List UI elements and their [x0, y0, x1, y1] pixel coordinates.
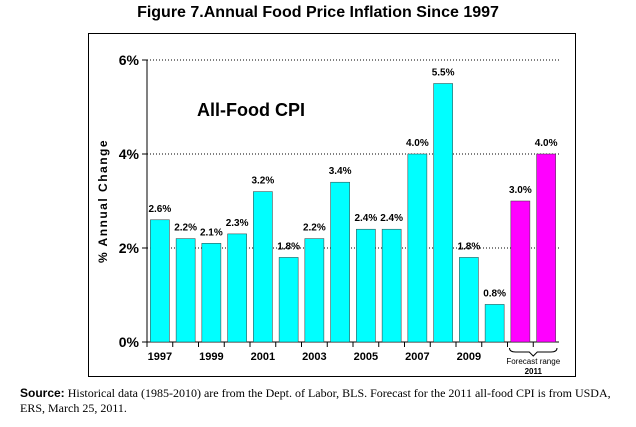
bar-2007: [407, 153, 428, 343]
bar-2002: [278, 257, 299, 343]
bar-2009: [459, 257, 479, 343]
forecast-bracket: [509, 347, 558, 357]
forecast-range-label: Forecast range: [506, 357, 560, 366]
bar-2005: [356, 228, 376, 343]
x-tick-label: 2007: [405, 351, 429, 363]
y-tick-label: 2%: [119, 240, 140, 256]
chart-inner-title: All-Food CPI: [197, 100, 305, 120]
bar-2000: [227, 233, 247, 343]
source-note: Source: Historical data (1985-2010) are …: [20, 386, 630, 416]
data-label: 3.0%: [509, 185, 532, 196]
bar-2004: [330, 181, 350, 343]
bar-2001: [253, 191, 273, 343]
data-label: 0.8%: [483, 288, 506, 299]
data-label: 2.1%: [200, 227, 223, 238]
bar-2006: [381, 228, 402, 343]
data-label: 3.2%: [251, 176, 274, 187]
y-tick-label: 0%: [119, 334, 140, 350]
y-axis-label: % Annual Change: [96, 139, 110, 263]
x-tick-label: 2009: [457, 351, 481, 363]
source-text: Historical data (1985-2010) are from the…: [20, 386, 611, 415]
bar-2010: [484, 304, 505, 343]
bar-1999: [201, 243, 222, 343]
data-label: 3.4%: [329, 166, 352, 177]
chart-title: Figure 7.Annual Food Price Inflation Sin…: [137, 4, 499, 21]
bar-2011-high: [536, 153, 556, 343]
data-label: 2.2%: [174, 223, 197, 234]
bar-1997: [150, 219, 170, 343]
y-tick-label: 4%: [119, 146, 140, 162]
data-label: 2.3%: [226, 218, 249, 229]
forecast-year-label: 2011: [525, 367, 543, 376]
data-label: 4.0%: [535, 138, 558, 149]
bar-chart: 0% 2% 4% 6% % Annual Change All-Food CPI 2.6% 1…: [96, 52, 561, 376]
bar-2008: [433, 83, 453, 343]
bar-1998: [175, 238, 196, 343]
bar-2011-low: [510, 200, 531, 343]
x-tick-label: 2001: [251, 351, 275, 363]
y-tick-label: 6%: [119, 52, 140, 68]
data-label: 4.0%: [406, 138, 429, 149]
x-tick-label: 1999: [199, 351, 223, 363]
bar-2003: [304, 238, 325, 343]
x-tick-label: 1997: [148, 351, 172, 363]
data-label: 5.5%: [432, 68, 455, 79]
data-label: 1.8%: [277, 241, 300, 252]
chart-area: 0% 2% 4% 6% % Annual Change All-Food CPI 2.6% 1…: [88, 33, 576, 377]
data-label: 2.4%: [380, 213, 403, 224]
data-label: 1.8%: [457, 241, 480, 252]
data-label: 2.6%: [148, 204, 171, 215]
data-label: 2.2%: [303, 223, 326, 234]
x-tick-label: 2005: [354, 351, 378, 363]
x-tick-label: 2003: [302, 351, 326, 363]
data-label: 2.4%: [354, 213, 377, 224]
source-label: Source:: [20, 386, 65, 400]
